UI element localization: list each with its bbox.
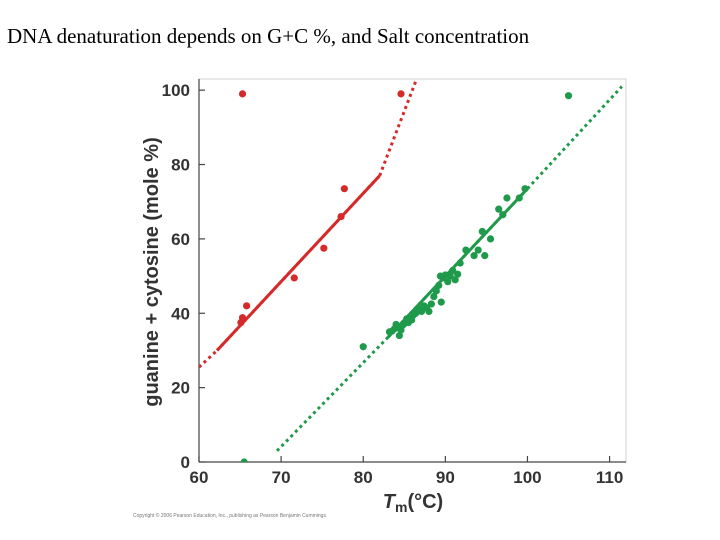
slide-title: DNA denaturation depends on G+C %, and S…: [7, 24, 530, 48]
green-data-point: [395, 331, 403, 340]
x-tick-label: 90: [436, 468, 455, 487]
plot-frame: [198, 78, 627, 463]
green-data-point: [446, 272, 454, 280]
x-axis-label-main: T: [383, 491, 397, 513]
series-layer: [199, 79, 623, 462]
green-data-point: [564, 92, 573, 100]
y-tick-label: 20: [171, 379, 190, 398]
green-data-point: [427, 300, 435, 308]
green-data-point: [521, 185, 529, 193]
green-data-point: [444, 278, 452, 286]
red-data-point: [238, 90, 247, 98]
x-ticks: 60 70 80 90 100 110: [190, 456, 623, 487]
red-data-point: [238, 314, 247, 322]
green-data-point: [481, 252, 489, 260]
x-tick-label: 80: [354, 468, 373, 487]
x-tick-label: 100: [513, 468, 541, 487]
green-data-point: [417, 307, 426, 316]
red-data-point: [397, 90, 405, 98]
green-data-point: [456, 259, 464, 267]
copyright-notice: Copyright © 2006 Pearson Education, Inc.…: [133, 513, 328, 519]
red-fit-dotted: [378, 79, 419, 177]
green-data-point: [432, 287, 440, 295]
y-axis-label: guanine + cytosine (mole %): [141, 137, 163, 407]
green-data-point: [430, 292, 438, 301]
green-data-point: [478, 227, 486, 236]
x-tick-label: 70: [272, 468, 291, 487]
green-data-point: [486, 235, 495, 243]
red-data-point: [340, 185, 348, 193]
green-data-point: [425, 307, 433, 316]
y-tick-label: 40: [171, 304, 190, 323]
y-tick-label: 0: [181, 453, 190, 472]
red-fit-dotted: [199, 349, 219, 369]
green-data-point: [515, 194, 523, 202]
green-data-point: [503, 194, 511, 202]
y-tick-label: 60: [171, 230, 190, 249]
green-data-point: [240, 458, 248, 462]
green-data-point: [451, 276, 459, 284]
y-ticks: 0 20 40 60 80 100: [162, 81, 205, 472]
green-data-point: [437, 298, 445, 306]
x-tick-label: 60: [190, 468, 209, 487]
green-data-point: [435, 281, 443, 289]
green-data-point: [462, 246, 470, 254]
x-axis-label: Tm(°C): [383, 491, 443, 515]
green-data-point: [474, 246, 482, 254]
red-data-point: [337, 212, 345, 221]
y-tick-label: 80: [171, 156, 190, 175]
x-axis-label-sub: m: [395, 499, 407, 515]
green-fit-dotted: [275, 336, 389, 452]
x-axis-label-rest: (°C): [407, 491, 443, 513]
green-data-point: [454, 270, 462, 278]
y-tick-label: 100: [162, 81, 190, 100]
green-data-point: [470, 252, 478, 260]
red-data-point: [290, 274, 298, 282]
green-data-point: [449, 266, 457, 275]
x-tick-label: 110: [596, 468, 623, 487]
red-data-point: [320, 244, 328, 252]
green-data-point: [499, 211, 507, 219]
red-data-point: [243, 302, 251, 310]
green-data-point: [495, 205, 503, 213]
green-data-point: [359, 343, 367, 351]
